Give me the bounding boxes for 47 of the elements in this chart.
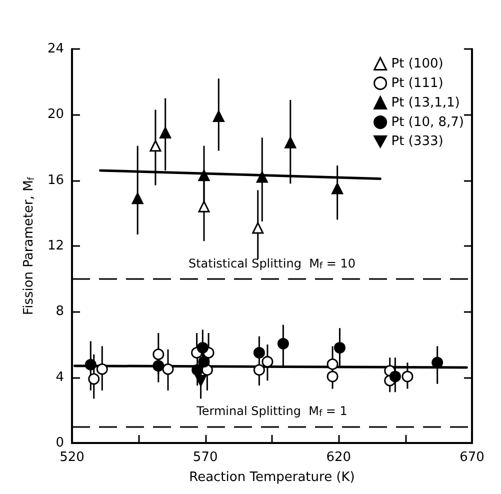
point — [162, 363, 174, 375]
point — [389, 370, 401, 382]
point — [192, 364, 204, 376]
point — [195, 374, 207, 386]
point — [262, 356, 274, 368]
point — [332, 182, 344, 194]
y-tick-label: 16 — [47, 172, 64, 188]
y-tick-label: 24 — [47, 42, 64, 56]
point — [152, 348, 164, 360]
point — [252, 222, 264, 234]
y-tick-label: 12 — [47, 238, 64, 254]
legend-label: Pt (10, 8,7) — [391, 114, 464, 130]
legend-label: Pt (111) — [391, 76, 444, 91]
point — [160, 126, 172, 138]
point — [88, 373, 100, 385]
point — [152, 360, 164, 372]
x-tick-label: 570 — [192, 450, 218, 465]
point — [326, 358, 338, 370]
x-tick-label: 620 — [326, 450, 352, 465]
point — [198, 200, 210, 212]
y-tick-label: 8 — [56, 304, 64, 320]
x-tick-label: 520 — [60, 450, 84, 465]
y-tick-label: 20 — [47, 107, 64, 122]
legend-label: Pt (100) — [391, 56, 444, 72]
point — [198, 170, 210, 182]
point — [253, 346, 265, 358]
point — [132, 192, 144, 204]
point — [96, 363, 108, 375]
y-tick-label: 4 — [56, 370, 64, 385]
point — [284, 136, 296, 148]
legend-label: Pt (13,1,1) — [391, 95, 460, 110]
point — [212, 110, 224, 122]
point — [326, 370, 338, 382]
point — [334, 342, 346, 354]
point — [198, 356, 210, 368]
point — [196, 342, 208, 354]
x-tick-label: 670 — [460, 450, 484, 465]
x-axis-title: Reaction Temperature (K) — [189, 470, 355, 485]
legend-label: Pt (333) — [391, 134, 444, 149]
point — [277, 338, 289, 350]
point — [402, 370, 414, 382]
point — [150, 140, 162, 152]
point — [253, 364, 265, 376]
y-tick-label: 0 — [56, 436, 64, 450]
point — [256, 171, 268, 183]
point — [84, 358, 96, 370]
y-axis-title: Fission Parameter, Mf — [22, 176, 38, 315]
